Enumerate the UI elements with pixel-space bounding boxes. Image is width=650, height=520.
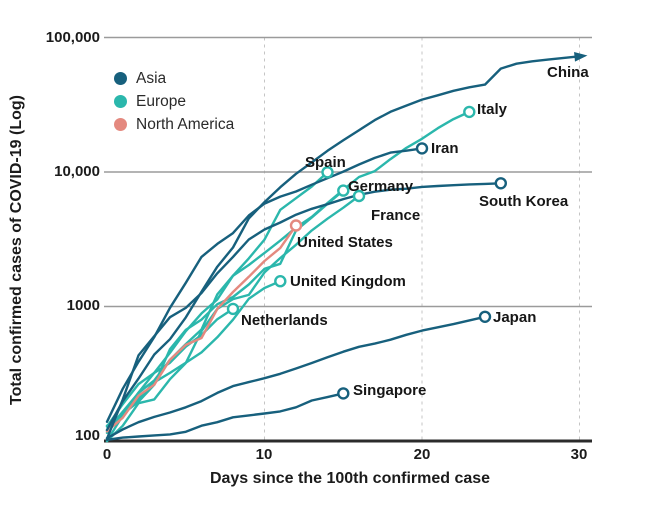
y-tick-100000: 100,000 xyxy=(45,29,100,46)
legend: Asia Europe North America xyxy=(114,67,234,136)
endpoint-circle-united_kingdom xyxy=(274,275,287,288)
series-label-united_kingdom: United Kingdom xyxy=(290,273,406,290)
series-label-netherlands: Netherlands xyxy=(241,312,328,329)
series-label-japan: Japan xyxy=(493,309,536,326)
asia-dot-icon xyxy=(114,72,127,85)
endpoint-circle-united_states xyxy=(289,219,303,232)
endpoint-arrow-china xyxy=(574,52,588,62)
legend-label-asia: Asia xyxy=(136,69,167,87)
y-tick-10000: 10,000 xyxy=(54,163,100,180)
legend-item-europe: Europe xyxy=(114,90,234,113)
endpoint-circle-france xyxy=(352,189,366,203)
series-label-france: France xyxy=(371,207,420,224)
series-line-france xyxy=(105,194,361,443)
series-line-singapore xyxy=(105,392,345,441)
north-america-dot-icon xyxy=(114,118,127,131)
x-tick-20: 20 xyxy=(413,446,431,463)
series-line-netherlands xyxy=(105,307,235,428)
series-label-united_states: United States xyxy=(297,234,393,251)
series-label-germany: Germany xyxy=(348,178,414,195)
legend-item-north-america: North America xyxy=(114,113,234,136)
endpoint-circle-iran xyxy=(415,142,429,155)
series-label-iran: Iran xyxy=(431,140,459,157)
series-line-south_korea xyxy=(105,182,502,440)
x-axis-title: Days since the 100th confirmed case xyxy=(209,470,491,487)
series-label-china: China xyxy=(547,64,589,81)
endpoint-circle-singapore xyxy=(337,387,350,400)
y-axis-title: Total confirmed cases of COVID-19 (Log) xyxy=(8,95,25,405)
series-label-italy: Italy xyxy=(477,101,508,118)
series-label-singapore: Singapore xyxy=(353,382,426,399)
series-line-japan xyxy=(105,315,487,440)
series-label-spain: Spain xyxy=(305,154,346,171)
y-tick-1000: 1000 xyxy=(66,297,100,314)
series-line-italy xyxy=(105,110,471,443)
endpoint-circle-italy xyxy=(463,105,476,119)
endpoint-circle-spain xyxy=(321,166,334,179)
x-tick-0: 0 xyxy=(102,446,112,463)
x-tick-30: 30 xyxy=(570,446,588,463)
series-line-united_states xyxy=(105,224,298,433)
endpoint-circle-germany xyxy=(337,184,350,197)
y-tick-100: 100 xyxy=(74,427,100,444)
europe-dot-icon xyxy=(114,95,127,108)
series-line-spain xyxy=(105,171,329,432)
endpoint-circle-south_korea xyxy=(494,177,507,190)
endpoint-circle-netherlands xyxy=(226,302,240,316)
x-tick-10: 10 xyxy=(255,446,273,463)
legend-item-asia: Asia xyxy=(114,67,234,90)
legend-label-europe: Europe xyxy=(136,92,186,110)
endpoint-circle-japan xyxy=(478,310,492,323)
series-label-south_korea: South Korea xyxy=(479,193,569,210)
series-line-china xyxy=(105,55,581,432)
legend-label-north-america: North America xyxy=(136,115,235,133)
